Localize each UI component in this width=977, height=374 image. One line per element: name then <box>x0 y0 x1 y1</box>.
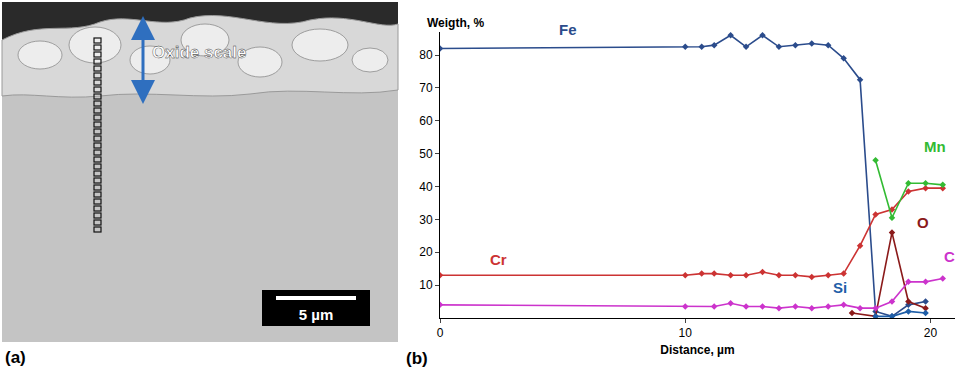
svg-text:20: 20 <box>419 245 433 259</box>
svg-text:Weigth, %: Weigth, % <box>427 16 484 30</box>
svg-text:10: 10 <box>419 278 433 292</box>
svg-text:0: 0 <box>437 326 444 340</box>
svg-text:80: 80 <box>419 48 433 62</box>
svg-text:20: 20 <box>924 326 938 340</box>
svg-text:Mn: Mn <box>924 138 946 155</box>
svg-text:40: 40 <box>419 180 433 194</box>
svg-text:Cr: Cr <box>490 251 507 268</box>
svg-text:30: 30 <box>419 213 433 227</box>
svg-text:C: C <box>944 248 955 265</box>
svg-text:Oxide scale: Oxide scale <box>152 43 247 62</box>
svg-text:(a): (a) <box>5 348 26 367</box>
svg-text:O: O <box>917 214 929 231</box>
svg-text:5 µm: 5 µm <box>299 306 334 323</box>
svg-text:Si: Si <box>833 279 847 296</box>
svg-text:10: 10 <box>679 326 693 340</box>
svg-text:Fe: Fe <box>559 21 577 38</box>
svg-text:Distance, µm: Distance, µm <box>660 343 734 357</box>
svg-text:(b): (b) <box>406 349 428 368</box>
svg-text:60: 60 <box>419 114 433 128</box>
svg-text:50: 50 <box>419 147 433 161</box>
svg-text:70: 70 <box>419 81 433 95</box>
